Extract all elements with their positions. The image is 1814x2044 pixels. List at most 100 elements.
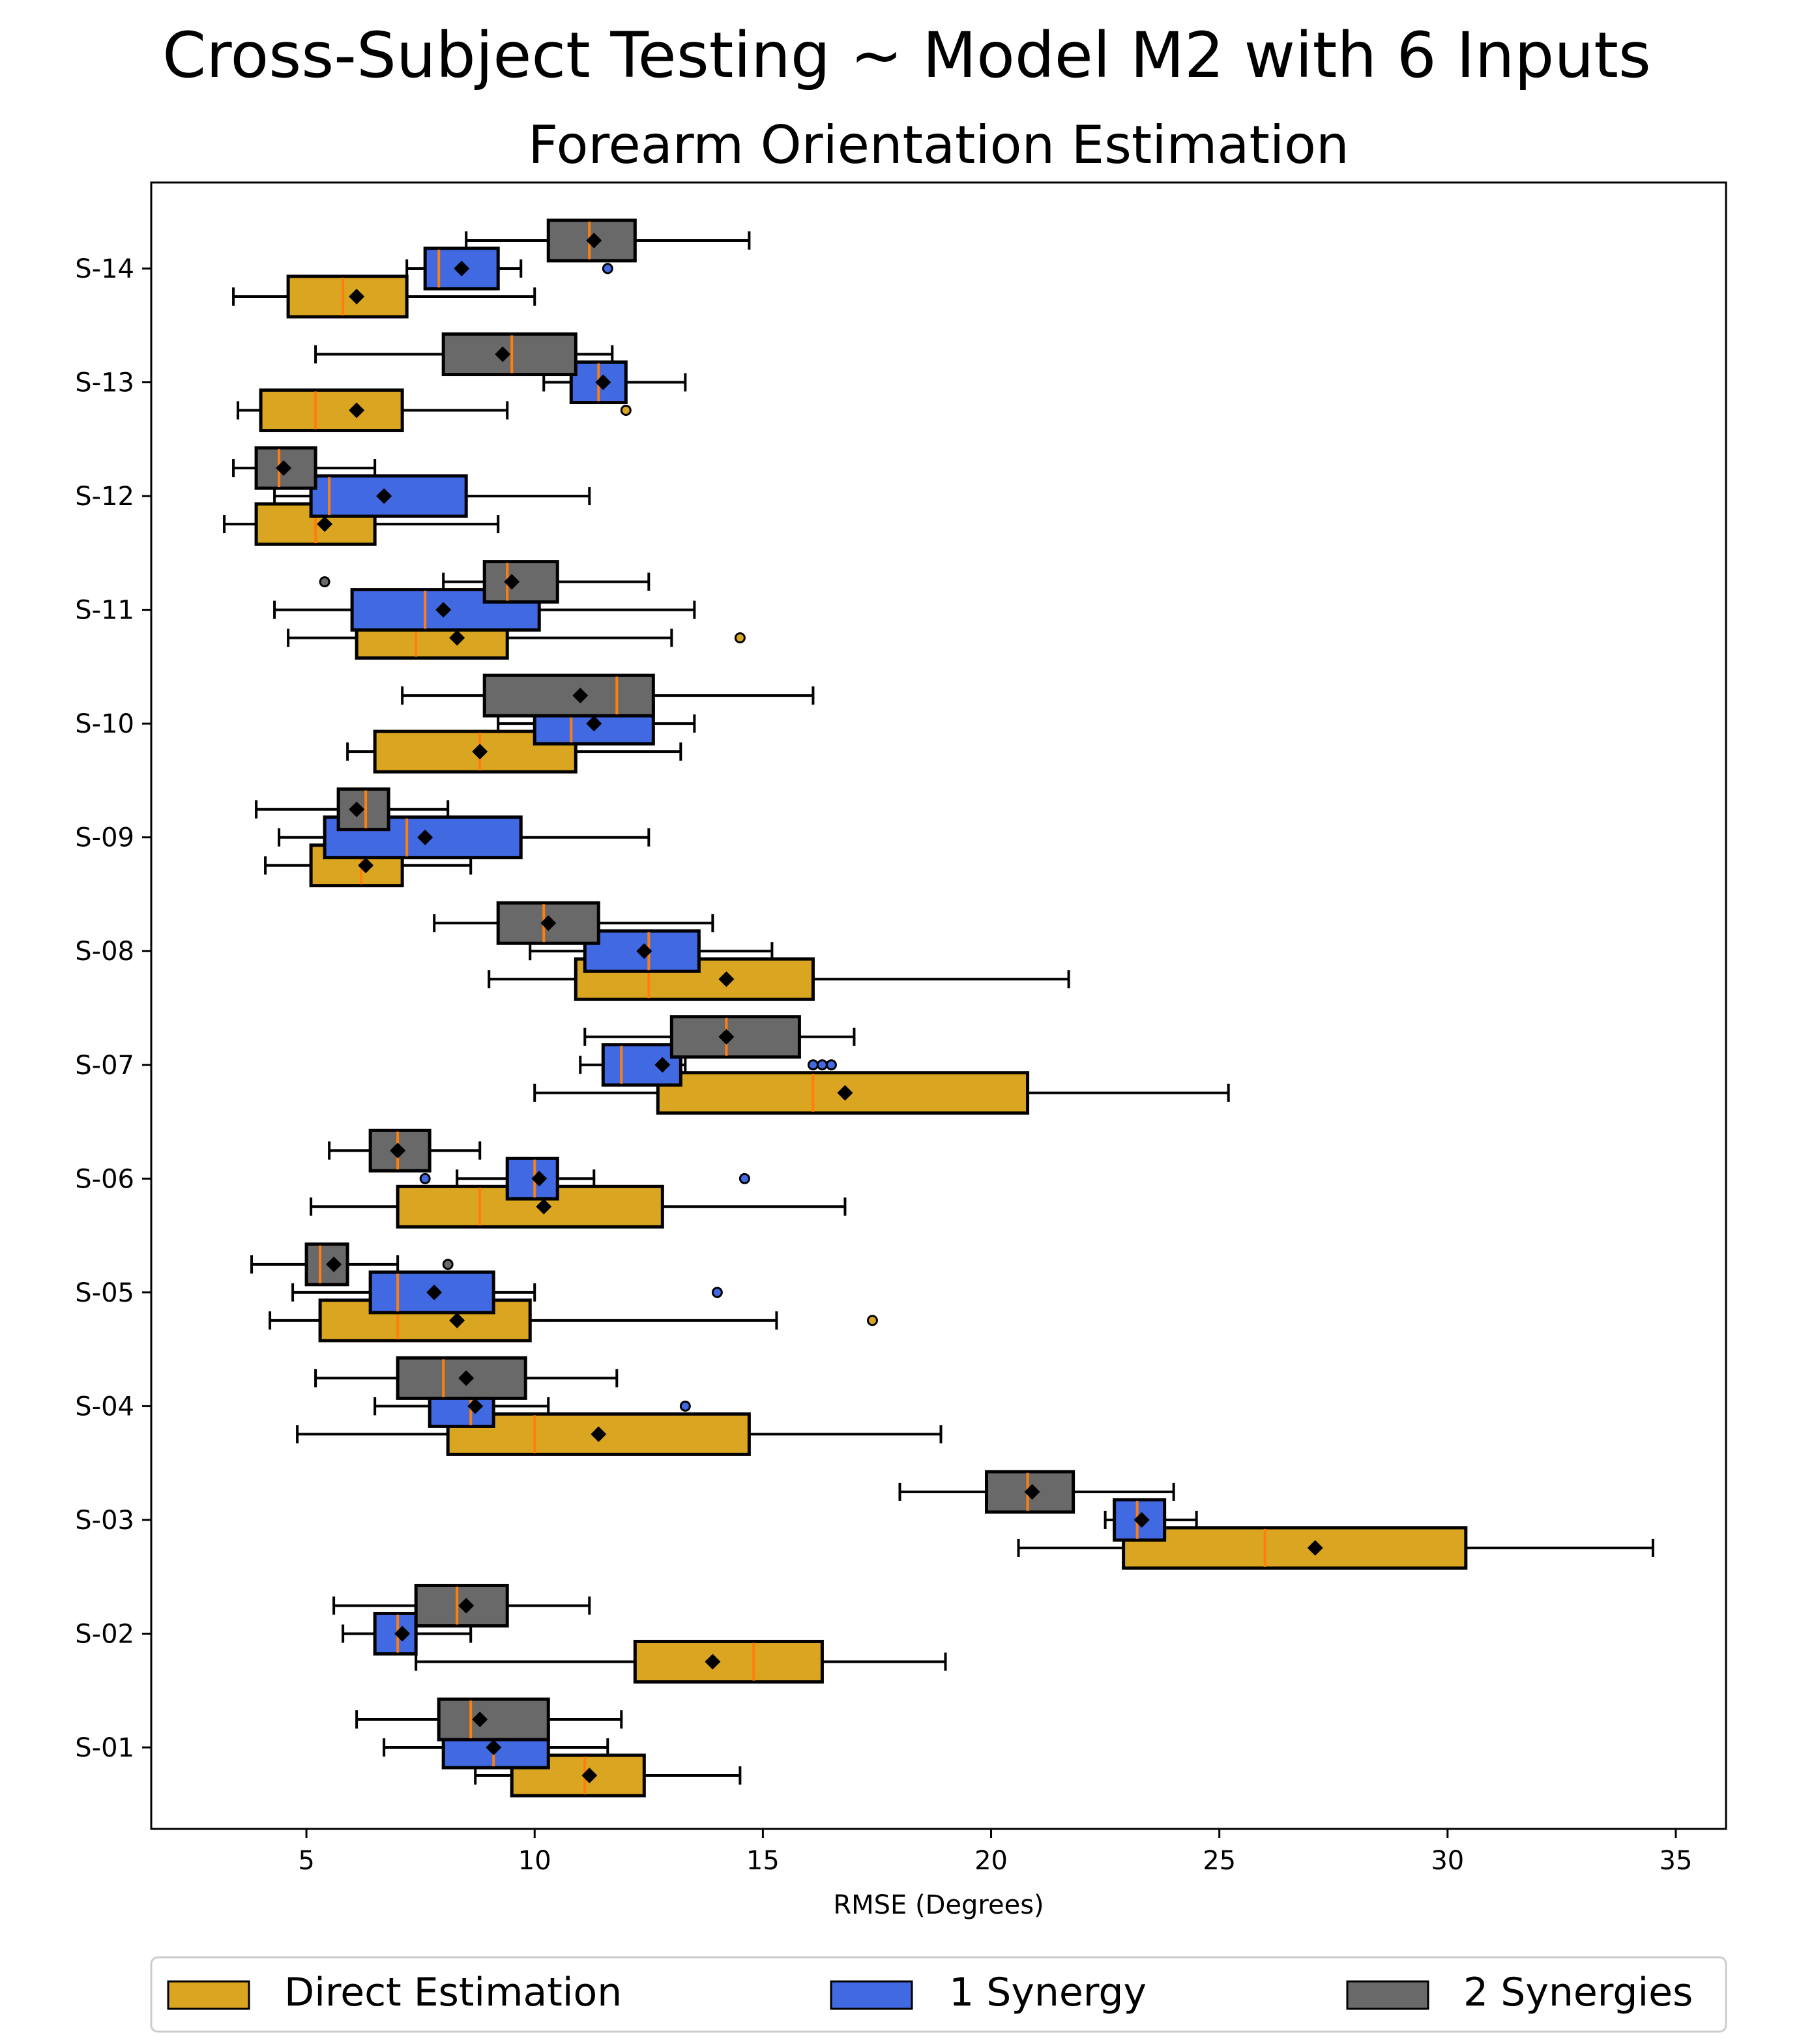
x-tick-label: 20 [974, 1846, 1008, 1876]
legend-swatch-direct-estimation [167, 1980, 250, 2010]
box-2-synergies-s-13 [314, 332, 614, 377]
y-tick-label: S-09 [75, 823, 134, 853]
y-axis: S-01 S-02 S-03 S-04 S-05 S-06 S-07 S-08 S-09 S-10… [75, 254, 151, 1763]
box-iqr [336, 787, 390, 832]
y-tick-label: S-06 [75, 1164, 134, 1194]
box-1-synergy-s-07 [579, 1043, 837, 1087]
mean-marker [486, 1740, 502, 1755]
mean-marker [326, 1256, 342, 1272]
x-axis: 5 10 15 20 25 30 35 [298, 1829, 1692, 1876]
box-iqr [482, 673, 655, 718]
box-2-synergies-s-05 [250, 1242, 454, 1287]
outlier-point [442, 1259, 454, 1270]
mean-marker [349, 801, 365, 817]
mean-marker [572, 688, 589, 704]
mean-marker [449, 1312, 465, 1328]
y-tick-label: S-10 [75, 709, 134, 739]
boxes-layer [223, 218, 1654, 1798]
box-iqr [633, 1639, 824, 1684]
box-2-synergies-s-01 [355, 1697, 623, 1742]
box-direct-estimation-s-07 [533, 1071, 1230, 1115]
mean-marker [435, 602, 452, 618]
mean-marker [394, 1626, 411, 1642]
mean-marker [276, 460, 292, 476]
box-1-synergy-s-06 [419, 1156, 750, 1201]
box-iqr [510, 1753, 646, 1798]
chart-subtitle: Forearm Orientation Estimation [528, 115, 1349, 175]
mean-marker [426, 1284, 443, 1300]
box-2-synergies-s-06 [328, 1128, 482, 1173]
box-1-synergy-s-05 [291, 1270, 723, 1315]
box-direct-estimation-s-02 [415, 1639, 947, 1684]
mean-marker [1307, 1540, 1323, 1556]
mean-marker [467, 1398, 484, 1414]
box-2-synergies-s-14 [465, 218, 751, 263]
box-direct-estimation-s-10 [346, 729, 682, 774]
box-iqr [1122, 1526, 1468, 1570]
mean-marker [591, 1426, 607, 1442]
x-axis-label: RMSE (Degrees) [833, 1890, 1044, 1920]
mean-marker [417, 829, 433, 845]
mean-marker [654, 1057, 671, 1073]
box-2-synergies-s-12 [232, 446, 377, 490]
box-1-synergy-s-02 [342, 1611, 473, 1656]
mean-marker [449, 630, 465, 646]
y-tick-label: S-05 [75, 1278, 134, 1308]
mean-marker [495, 346, 511, 362]
outlier-point [319, 576, 330, 588]
legend-item-2-synergies: 2 Synergies [1346, 1970, 1693, 2015]
box-direct-estimation-s-13 [237, 388, 632, 433]
box-1-synergy-s-13 [542, 360, 687, 405]
mean-marker [540, 915, 557, 931]
box-2-synergies-s-08 [433, 901, 714, 945]
mean-marker [1134, 1511, 1150, 1528]
box-direct-estimation-s-03 [1017, 1526, 1654, 1570]
mean-marker [349, 402, 365, 418]
box-direct-estimation-s-04 [296, 1412, 943, 1456]
y-tick-label: S-03 [75, 1506, 134, 1536]
legend-swatch-1-synergy [830, 1980, 913, 2010]
mean-marker [358, 857, 374, 873]
box-iqr [446, 1412, 751, 1456]
box-iqr [482, 560, 559, 604]
mean-marker [472, 744, 488, 760]
mean-marker [581, 1768, 598, 1783]
box-iqr [437, 1697, 550, 1742]
outlier-point [711, 1287, 723, 1298]
mean-marker [454, 261, 470, 276]
outlier-point [807, 1059, 819, 1071]
outlier-point [679, 1400, 691, 1412]
outlier-point [866, 1315, 878, 1326]
x-tick-label: 15 [746, 1846, 780, 1876]
box-2-synergies-s-11 [319, 560, 651, 604]
mean-marker [531, 1171, 548, 1187]
mean-marker [1024, 1483, 1040, 1500]
legend-label-direct-estimation: Direct Estimation [284, 1970, 622, 2015]
box-2-synergies-s-02 [332, 1583, 591, 1628]
outlier-point [816, 1059, 828, 1071]
y-tick-label: S-13 [75, 368, 134, 398]
box-iqr [259, 388, 404, 433]
y-tick-label: S-12 [75, 482, 134, 512]
mean-marker [837, 1085, 853, 1101]
mean-marker [705, 1654, 721, 1670]
box-1-synergy-s-08 [529, 929, 774, 973]
mean-marker [595, 374, 611, 390]
y-tick-label: S-11 [75, 596, 134, 626]
mean-marker [458, 1370, 475, 1386]
mean-marker [586, 716, 602, 732]
mean-marker [458, 1598, 475, 1614]
x-tick-label: 30 [1431, 1846, 1464, 1876]
legend: Direct Estimation 1 Synergy 2 Synergies [150, 1956, 1727, 2033]
outlier-point [620, 405, 632, 416]
outlier-point [602, 263, 613, 274]
y-tick-label: S-07 [75, 1051, 134, 1081]
outlier-point [739, 1173, 750, 1184]
mean-marker [349, 289, 365, 304]
mean-marker [586, 233, 602, 248]
mean-marker [390, 1143, 406, 1159]
outlier-point [825, 1059, 837, 1071]
box-iqr [368, 1128, 432, 1173]
mean-marker [636, 943, 652, 959]
